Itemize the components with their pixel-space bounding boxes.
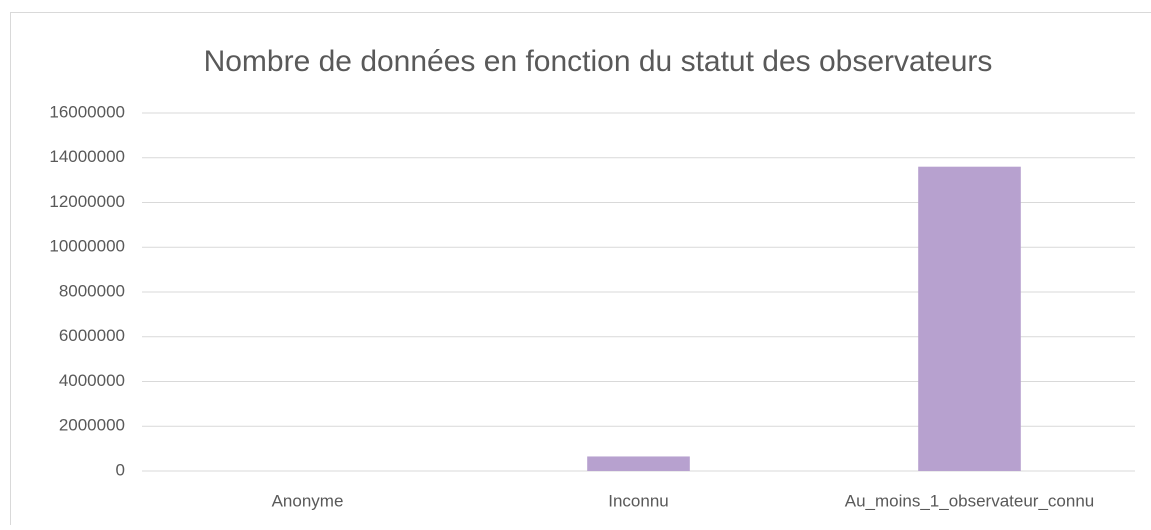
y-tick-label: 16000000 — [49, 102, 125, 121]
y-tick-label: 0 — [116, 460, 125, 479]
y-tick-label: 2000000 — [59, 416, 125, 435]
bar — [918, 167, 1021, 471]
y-tick-label: 6000000 — [59, 326, 125, 345]
y-tick-label: 14000000 — [49, 147, 125, 166]
y-tick-label: 12000000 — [49, 192, 125, 211]
y-tick-label: 8000000 — [59, 281, 125, 300]
x-tick-label: Anonyme — [272, 491, 344, 510]
bar — [587, 456, 690, 471]
y-tick-label: 4000000 — [59, 371, 125, 390]
chart-title: Nombre de données en fonction du statut … — [204, 45, 993, 78]
x-tick-label: Au_moins_1_observateur_connu — [845, 491, 1095, 510]
y-tick-label: 10000000 — [49, 237, 125, 256]
x-tick-label: Inconnu — [608, 491, 669, 510]
